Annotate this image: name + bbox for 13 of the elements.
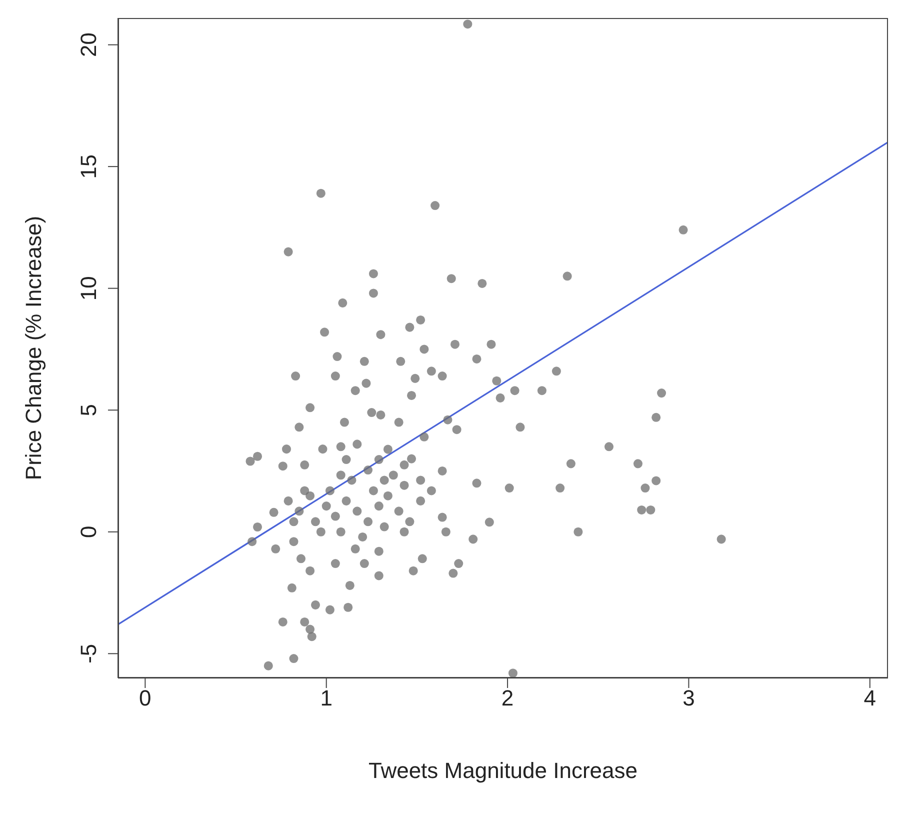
x-tick-label: 2 (501, 686, 514, 711)
x-tick-label: 3 (682, 686, 695, 711)
y-tick-label: 0 (76, 526, 101, 538)
x-tick-label: 0 (139, 686, 152, 711)
y-tick-label: 10 (76, 276, 101, 301)
y-tick-label: 20 (76, 32, 101, 58)
x-tick-label: 4 (864, 686, 876, 711)
y-axis-title: Price Change (% Increase) (20, 216, 46, 480)
y-tick-label: 15 (76, 154, 101, 179)
x-axis-title: Tweets Magnitude Increase (368, 758, 638, 783)
y-tick-label: 5 (76, 404, 101, 416)
x-tick-label: 1 (320, 686, 332, 711)
y-tick-label: -5 (76, 644, 101, 664)
